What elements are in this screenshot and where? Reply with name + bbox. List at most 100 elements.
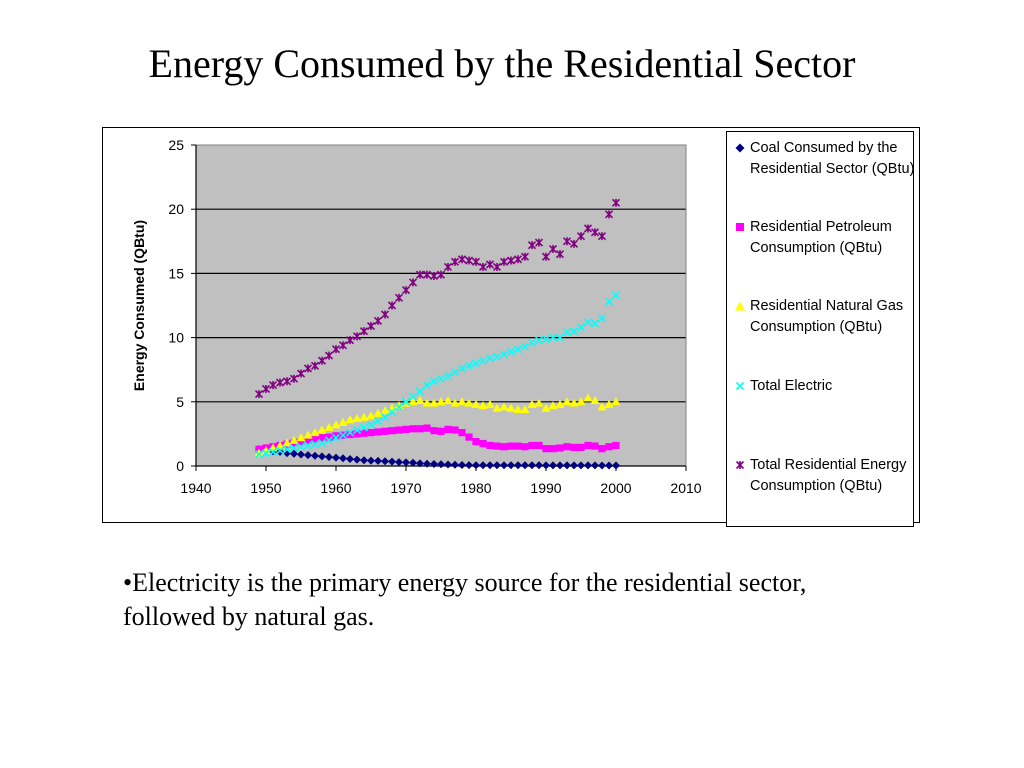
data-point-coal — [458, 460, 466, 469]
data-point-total — [555, 250, 565, 259]
chart-plot: 0 5 10 15 20 25 1940 1950 1960 1970 1980 1990 2000 20… — [131, 137, 702, 496]
data-point-electric — [359, 423, 369, 432]
slide-title: Energy Consumed by the Residential Secto… — [148, 41, 856, 86]
series-total — [254, 198, 621, 399]
data-point-petroleum — [409, 425, 417, 433]
data-point-natural-gas — [415, 396, 425, 405]
data-point-petroleum — [542, 445, 550, 453]
series-natural-gas — [254, 393, 621, 457]
data-point-petroleum — [472, 438, 480, 446]
data-point-petroleum — [451, 426, 459, 434]
data-point-total — [310, 361, 320, 370]
data-point-electric — [387, 408, 397, 417]
data-point-petroleum — [360, 429, 368, 437]
data-point-total — [275, 378, 285, 387]
data-point-coal — [374, 456, 382, 465]
series-markers — [254, 198, 621, 470]
data-point-natural-gas — [324, 422, 334, 431]
data-point-natural-gas — [520, 405, 530, 414]
data-point-coal — [304, 451, 312, 460]
data-point-electric — [555, 333, 565, 342]
data-point-total — [324, 351, 334, 360]
data-point-electric — [457, 364, 467, 373]
data-point-natural-gas — [408, 397, 418, 406]
data-point-total — [394, 293, 404, 302]
data-point-coal — [556, 461, 564, 470]
data-point-electric — [380, 413, 390, 422]
data-point-electric — [499, 350, 509, 359]
data-point-petroleum — [493, 442, 501, 450]
x-tick-label: 1960 — [320, 480, 351, 496]
data-point-petroleum — [458, 429, 466, 437]
data-point-total — [317, 356, 327, 365]
data-point-electric — [345, 428, 355, 437]
data-point-petroleum — [367, 429, 375, 437]
data-point-total — [380, 310, 390, 319]
data-point-total — [366, 321, 376, 331]
data-point-petroleum — [416, 425, 424, 433]
y-axis-label: Energy Consumed (QBtu) — [131, 220, 147, 391]
data-point-coal — [409, 458, 417, 467]
data-point-coal — [339, 454, 347, 463]
data-point-petroleum — [500, 443, 508, 451]
x-tick-label: 1970 — [390, 480, 421, 496]
data-point-electric — [429, 377, 439, 386]
data-point-coal — [591, 461, 599, 470]
data-point-natural-gas — [436, 397, 446, 406]
data-point-natural-gas — [506, 403, 516, 412]
data-point-electric — [611, 291, 621, 300]
data-point-electric — [303, 441, 313, 450]
data-point-natural-gas — [366, 411, 376, 420]
legend-label: Coal Consumed by the Residential Sector … — [750, 140, 915, 177]
data-point-electric — [261, 449, 271, 458]
data-point-petroleum — [570, 443, 578, 451]
data-point-electric — [408, 392, 418, 401]
data-point-electric — [268, 447, 278, 456]
data-point-total — [268, 381, 278, 390]
data-point-total — [520, 252, 530, 261]
data-point-petroleum — [304, 436, 312, 444]
data-point-natural-gas — [541, 403, 551, 412]
data-point-petroleum — [528, 441, 536, 450]
data-point-electric — [352, 425, 362, 435]
data-point-electric — [401, 397, 411, 406]
data-point-natural-gas — [254, 448, 264, 457]
y-tick-label: 0 — [176, 458, 184, 474]
data-point-electric — [583, 318, 593, 327]
data-point-total — [492, 262, 502, 272]
data-point-natural-gas — [289, 435, 299, 444]
data-point-coal — [367, 456, 375, 465]
data-point-petroleum — [346, 430, 354, 439]
data-point-electric — [450, 368, 460, 377]
data-point-total — [583, 224, 593, 233]
data-point-coal — [381, 457, 389, 466]
data-point-natural-gas — [478, 401, 488, 410]
data-point-natural-gas — [513, 405, 523, 414]
plot-area-background — [196, 145, 686, 466]
data-point-total — [450, 257, 460, 266]
data-point-petroleum — [297, 438, 305, 446]
data-point-petroleum — [598, 445, 606, 453]
y-tick-label: 5 — [176, 394, 184, 410]
data-point-petroleum — [556, 444, 564, 452]
data-point-petroleum — [563, 443, 571, 451]
data-point-total — [429, 271, 439, 281]
data-point-coal — [605, 461, 613, 470]
data-point-total — [331, 345, 341, 354]
data-point-total — [422, 270, 432, 279]
data-point-coal — [521, 461, 529, 470]
data-point-petroleum — [444, 425, 452, 434]
data-point-petroleum — [374, 428, 382, 436]
data-point-total — [352, 332, 362, 341]
y-tick-label: 10 — [168, 330, 184, 346]
data-point-petroleum — [437, 427, 445, 435]
legend-label: Total Residential Energy Consumption (QB… — [750, 457, 907, 494]
data-point-electric — [317, 438, 327, 447]
data-point-coal — [570, 461, 578, 470]
data-point-total — [261, 384, 271, 394]
data-point-electric — [534, 336, 544, 345]
data-point-total — [548, 244, 558, 254]
data-point-coal — [528, 461, 536, 470]
data-point-total — [282, 377, 292, 386]
data-point-natural-gas — [464, 398, 474, 407]
